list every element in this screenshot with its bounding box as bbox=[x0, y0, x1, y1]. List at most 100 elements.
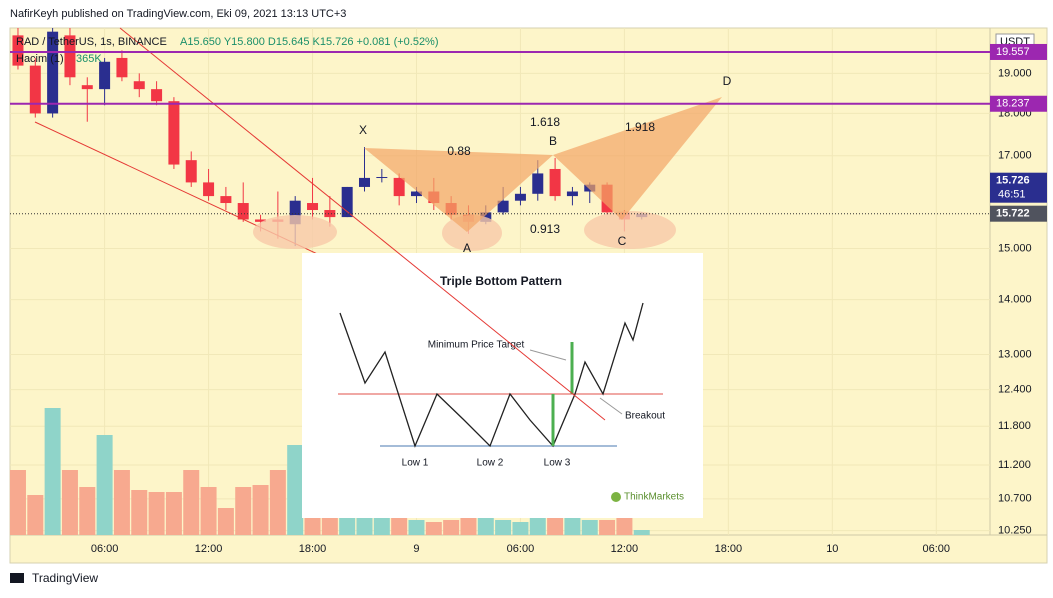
volume-label: 365K bbox=[76, 53, 102, 65]
pattern-xab bbox=[364, 148, 553, 232]
volume-bar bbox=[477, 518, 494, 535]
price-sketch bbox=[339, 302, 644, 448]
price-tag-label: 18.237 bbox=[996, 98, 1030, 110]
volume-bar bbox=[148, 492, 165, 535]
candle-body bbox=[532, 173, 544, 194]
volume-bar bbox=[79, 487, 96, 535]
volume-bar bbox=[131, 490, 148, 535]
inset-label: Low 1 bbox=[402, 458, 429, 469]
inset-bg bbox=[302, 253, 703, 518]
x-tick-label: 06:00 bbox=[91, 543, 119, 555]
last-price-label: 15.726 bbox=[996, 175, 1030, 187]
volume-bar bbox=[512, 522, 529, 535]
volume-bar bbox=[183, 470, 200, 535]
pattern-point: A bbox=[463, 241, 471, 255]
candle-body bbox=[514, 193, 526, 201]
volume-bar bbox=[495, 520, 512, 535]
publisher: NafirKeyh published on TradingView.com, … bbox=[10, 8, 346, 20]
volume-bar bbox=[96, 435, 113, 535]
volume-bar bbox=[217, 508, 234, 535]
candle-body bbox=[289, 200, 301, 225]
volume-bar bbox=[200, 487, 217, 535]
inset-label: Low 2 bbox=[477, 458, 504, 469]
candle-body bbox=[497, 200, 509, 213]
countdown: 46:51 bbox=[998, 189, 1026, 201]
x-tick-label: 9 bbox=[413, 543, 419, 555]
candle-body bbox=[324, 210, 336, 218]
candle-body bbox=[307, 203, 319, 211]
y-tick-label: 10.250 bbox=[998, 525, 1032, 537]
candle-body bbox=[566, 191, 578, 197]
candle-body bbox=[168, 101, 180, 165]
candle-body bbox=[133, 81, 145, 90]
y-tick-label: 12.400 bbox=[998, 383, 1032, 395]
volume-bar bbox=[61, 470, 78, 535]
volume-bar bbox=[408, 520, 425, 535]
candle-body bbox=[341, 186, 353, 218]
candle-body bbox=[220, 196, 232, 204]
inset: Triple Bottom Pattern Minimum Price Targ… bbox=[302, 253, 703, 518]
pattern-ratio: 0.913 bbox=[530, 222, 560, 236]
brand: ThinkMarkets bbox=[624, 492, 684, 503]
x-tick-label: 18:00 bbox=[715, 543, 743, 555]
volume-bar bbox=[581, 520, 598, 535]
volume-bar bbox=[564, 517, 581, 535]
volume-bar bbox=[443, 520, 460, 535]
inset-label: Breakout bbox=[625, 411, 665, 422]
last-price-tag bbox=[990, 172, 1047, 203]
zone bbox=[442, 215, 502, 251]
candle-body bbox=[47, 31, 59, 114]
ohlc-legend: A15.650 Y15.800 D15.645 K15.726 +0.081 (… bbox=[180, 36, 439, 48]
y-tick-label: 11.800 bbox=[998, 420, 1031, 432]
pointer bbox=[529, 349, 567, 361]
candle-body bbox=[99, 61, 111, 90]
candle-body bbox=[410, 191, 422, 197]
x-tick-label: 10 bbox=[826, 543, 838, 555]
y-tick-label: 14.000 bbox=[998, 294, 1032, 306]
volume-bar bbox=[235, 487, 252, 535]
volume-bar bbox=[287, 445, 304, 535]
volume-bar bbox=[425, 522, 442, 535]
volume-bar bbox=[599, 520, 616, 535]
y-tick-label: 13.000 bbox=[998, 348, 1032, 360]
volume-bar bbox=[113, 470, 130, 535]
pattern-ratio: 0.88 bbox=[447, 144, 471, 158]
volume-bar bbox=[165, 492, 182, 535]
inset-title: Triple Bottom Pattern bbox=[440, 274, 562, 288]
candle-body bbox=[81, 85, 93, 90]
candle-body bbox=[359, 177, 371, 187]
volume-bar bbox=[633, 530, 650, 535]
volume-bar bbox=[27, 495, 44, 535]
candle-body bbox=[237, 203, 249, 220]
y-tick-label: 10.700 bbox=[998, 493, 1032, 505]
pattern-point: D bbox=[723, 74, 732, 88]
y-tick-label: 11.200 bbox=[998, 459, 1031, 471]
candle-body bbox=[255, 219, 267, 222]
pattern-bcd bbox=[553, 97, 722, 220]
volume-bar bbox=[9, 470, 26, 535]
x-tick-label: 18:00 bbox=[299, 543, 327, 555]
candle-body bbox=[116, 57, 128, 78]
brand-icon bbox=[611, 492, 621, 502]
x-tick-label: 12:00 bbox=[195, 543, 223, 555]
y-tick-label: 17.000 bbox=[998, 150, 1032, 162]
candle-body bbox=[29, 65, 41, 114]
x-tick-label: 12:00 bbox=[611, 543, 639, 555]
volume-bar bbox=[252, 485, 269, 535]
candle-body bbox=[376, 177, 388, 179]
price-tag bbox=[990, 205, 1047, 222]
volume-bar bbox=[44, 408, 61, 535]
symbol: RAD / TetherUS, 1s, BINANCE bbox=[16, 36, 167, 48]
candle-body bbox=[64, 35, 76, 78]
price-tag bbox=[990, 95, 1047, 112]
x-tick-label: 06:00 bbox=[507, 543, 535, 555]
candle-body bbox=[151, 89, 163, 102]
candle-body bbox=[203, 182, 215, 197]
y-tick-label: 19.000 bbox=[998, 67, 1032, 79]
zone bbox=[253, 215, 337, 249]
volume-title: Hacim (1) bbox=[16, 53, 64, 65]
candle-body bbox=[393, 177, 405, 197]
pattern-point: X bbox=[359, 123, 367, 137]
price-tag bbox=[990, 43, 1047, 60]
